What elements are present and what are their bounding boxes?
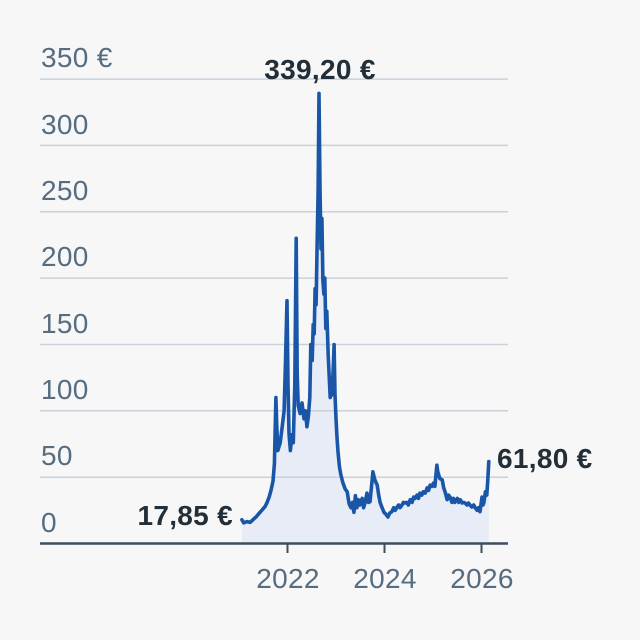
y-axis-label: 250 (41, 175, 89, 206)
price-area-fill (241, 93, 489, 544)
annotation-start-value: 17,85 € (137, 500, 233, 531)
y-axis-label: 50 (41, 440, 73, 471)
annotation-peak-value: 339,20 € (264, 54, 376, 85)
y-axis-label: 0 (41, 507, 57, 538)
y-axis-label: 100 (41, 374, 89, 405)
y-axis-label: 350 € (41, 42, 113, 73)
y-axis-label: 150 (41, 308, 89, 339)
x-axis-label: 2022 (256, 563, 320, 594)
annotation-last-value: 61,80 € (497, 443, 593, 474)
x-axis-label: 2024 (353, 563, 417, 594)
y-axis-label: 300 (41, 109, 89, 140)
x-axis-label: 2026 (450, 563, 514, 594)
y-axis-label: 200 (41, 241, 89, 272)
price-line (240, 91, 491, 525)
